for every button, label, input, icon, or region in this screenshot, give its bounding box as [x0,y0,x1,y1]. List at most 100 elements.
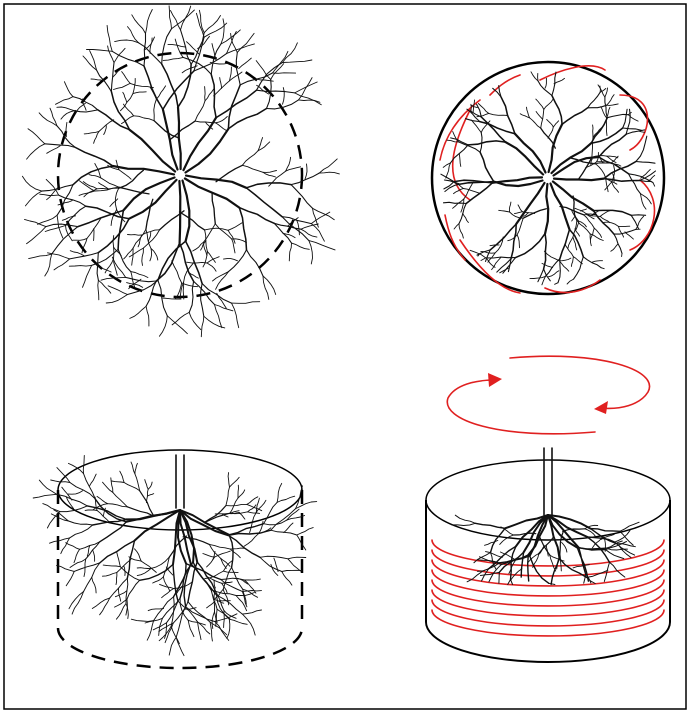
root [287,558,301,572]
taproot [543,447,553,516]
root [97,217,130,254]
root [42,503,61,513]
root [227,472,230,488]
root [67,462,84,474]
root [126,539,136,579]
root [134,462,138,475]
root [243,578,261,581]
root [453,223,460,230]
root [574,228,580,237]
root [179,562,187,599]
root [182,281,185,300]
root [24,190,43,207]
root [298,77,313,101]
root [168,5,172,30]
root [562,528,586,532]
root [600,267,605,270]
root [476,112,490,118]
root [98,119,115,132]
root [228,523,265,536]
circling-root [544,179,656,294]
root [57,200,73,206]
root [241,150,259,166]
circling-roots [431,539,665,637]
root [229,547,245,550]
root [172,563,179,602]
root [181,282,199,288]
circling-root [431,609,665,637]
root [89,50,98,71]
root [152,622,167,631]
root [219,77,223,89]
root [146,620,155,641]
root [451,522,476,526]
root [172,509,181,566]
root [474,522,506,529]
root [526,106,531,119]
root [180,5,192,31]
root [178,211,206,231]
root [125,276,157,283]
root [464,118,481,123]
root [519,113,531,119]
root [605,117,608,137]
root [231,238,247,243]
root [454,514,476,524]
root [197,35,210,49]
root [112,66,124,78]
root [287,217,299,227]
root [228,618,248,625]
root [44,143,77,149]
root [182,536,210,545]
root [492,179,544,188]
root [161,28,173,65]
root [595,163,607,179]
root [489,527,506,554]
root [177,63,192,108]
root [443,179,461,185]
rotation-arrows [446,355,651,435]
root [197,621,211,635]
root [604,87,608,98]
root [214,304,234,312]
root [268,170,287,187]
root [552,120,560,128]
root [227,249,248,273]
root [294,81,318,94]
root [223,609,237,619]
root [489,223,517,251]
root [227,229,236,244]
root [202,251,208,268]
root [484,539,499,546]
root [550,142,593,175]
root [178,242,195,283]
root [110,208,118,226]
root [130,271,149,278]
root [86,49,113,52]
root [183,563,192,608]
root [90,78,105,82]
root [82,181,98,190]
root [56,493,88,507]
root [171,311,190,326]
root [584,524,599,530]
root [542,232,547,270]
root [132,228,147,249]
root [228,534,234,569]
root [572,236,578,251]
root [185,606,216,623]
root [94,498,127,523]
root [559,205,585,216]
root [92,549,96,562]
circling-root [539,65,649,151]
root [606,94,615,106]
root [603,561,610,582]
root [194,100,206,122]
root [247,504,257,513]
root [88,174,102,179]
root [238,57,252,70]
root [221,581,233,584]
root [606,113,629,119]
root [515,181,546,226]
root [164,622,167,639]
